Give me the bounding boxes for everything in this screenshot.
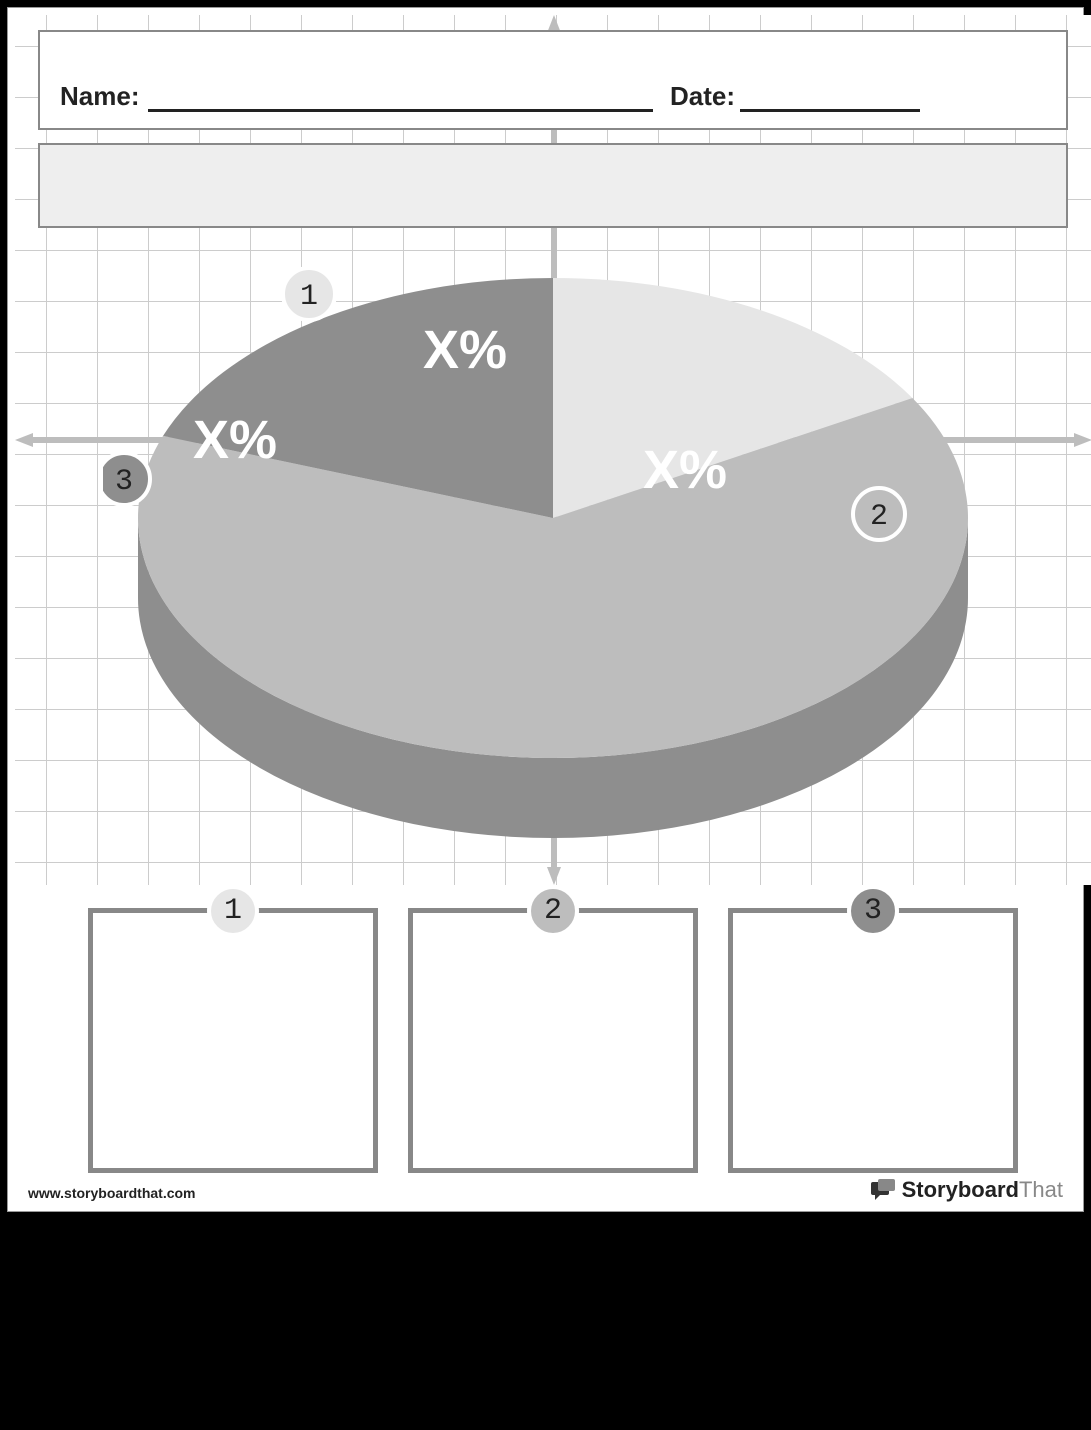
svg-text:X%: X% xyxy=(423,320,507,380)
legend-badge-3: 3 xyxy=(847,885,899,937)
pie-svg: X% X% X% 1 2 3 xyxy=(103,258,1003,858)
brand-light: That xyxy=(1019,1177,1063,1202)
name-label: Name: xyxy=(60,81,139,112)
footer-logo: StoryboardThat xyxy=(870,1177,1063,1203)
svg-text:3: 3 xyxy=(115,465,133,499)
brand-bold: Storyboard xyxy=(902,1177,1019,1202)
pie-chart: X% X% X% 1 2 3 xyxy=(103,258,1003,858)
date-underline[interactable] xyxy=(740,109,920,112)
header-box: Name: Date: xyxy=(38,30,1068,130)
legend-badge-2: 2 xyxy=(527,885,579,937)
worksheet-page: Name: Date: X%X%X%123 1 2 3 www.storyboa… xyxy=(7,7,1084,1212)
legend-box-1[interactable]: 1 xyxy=(88,908,378,1173)
legend-row: 1 2 3 xyxy=(28,908,1078,1188)
legend-badge-1: 1 xyxy=(207,885,259,937)
svg-text:1: 1 xyxy=(300,280,318,314)
svg-text:X%: X% xyxy=(193,410,277,470)
date-label: Date: xyxy=(670,81,735,112)
title-box[interactable] xyxy=(38,143,1068,228)
legend-box-3[interactable]: 3 xyxy=(728,908,1018,1173)
chat-icon xyxy=(870,1179,896,1201)
legend-box-2[interactable]: 2 xyxy=(408,908,698,1173)
svg-text:X%: X% xyxy=(643,440,727,500)
svg-text:2: 2 xyxy=(870,500,888,534)
footer-url: www.storyboardthat.com xyxy=(28,1185,196,1201)
name-underline[interactable] xyxy=(148,109,653,112)
